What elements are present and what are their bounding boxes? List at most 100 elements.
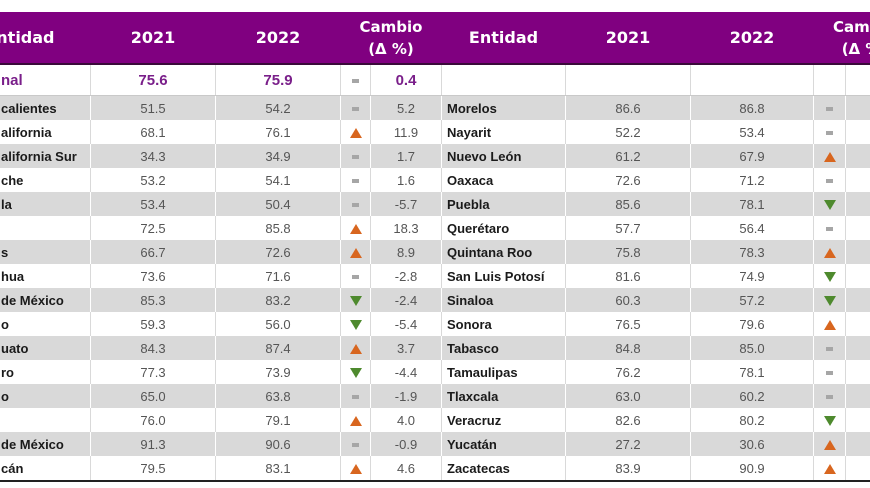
left-value-2022: 76.1: [215, 120, 341, 144]
left-value-2022: 34.9: [215, 144, 341, 168]
right-value-2021: 52.2: [565, 120, 691, 144]
right-entity-name: Yucatán: [441, 432, 566, 456]
right-value-2022: 86.8: [690, 95, 814, 120]
right-trend: [813, 144, 846, 168]
left-value-2021: 65.0: [90, 384, 216, 408]
right-value-2021: 86.6: [565, 95, 691, 120]
left-value-2022: 54.1: [215, 168, 341, 192]
triangle-down-icon: [349, 320, 362, 331]
right-entity-name: Tabasco: [441, 336, 566, 360]
left-value-2021: 76.0: [90, 408, 216, 432]
right-entity-name: Nayarit: [441, 120, 566, 144]
left-trend: [340, 456, 371, 482]
right-value-2022: 60.2: [690, 384, 814, 408]
table-row: 72.5 85.8 18.3 Querétaro 57.7 56.4: [0, 216, 870, 240]
left-trend: [340, 384, 371, 408]
right-entity-name: Puebla: [441, 192, 566, 216]
left-value-2021: 77.3: [90, 360, 216, 384]
right-value-2021: 57.7: [565, 216, 691, 240]
left-entity-name: alifornia Sur: [0, 144, 91, 168]
right-entity-name: Querétaro: [441, 216, 566, 240]
right-entity-name: Sonora: [441, 312, 566, 336]
triangle-up-icon: [349, 128, 362, 139]
right-value-2022: 74.9: [690, 264, 814, 288]
right-value-2021: 85.6: [565, 192, 691, 216]
left-entity-name: ro: [0, 360, 91, 384]
left-trend: [340, 240, 371, 264]
left-change: -4.4: [370, 360, 442, 384]
left-change: 5.2: [370, 95, 442, 120]
left-change: 8.9: [370, 240, 442, 264]
left-value-2021: 73.6: [90, 264, 216, 288]
left-value-2022: 83.1: [215, 456, 341, 482]
triangle-down-icon: [823, 416, 836, 427]
right-value-2021: 76.5: [565, 312, 691, 336]
right-change: [845, 168, 870, 192]
right-change: [845, 288, 870, 312]
left-change: 18.3: [370, 216, 442, 240]
left-trend: [340, 432, 371, 456]
national-2022: 75.9: [215, 64, 341, 96]
table-row: alifornia 68.1 76.1 11.9 Nayarit 52.2 53.4: [0, 120, 870, 144]
table-row: ro 77.3 73.9 -4.4 Tamaulipas 76.2 78.1: [0, 360, 870, 384]
right-value-2022: 56.4: [690, 216, 814, 240]
left-trend: [340, 144, 371, 168]
triangle-up-icon: [349, 224, 362, 235]
header-change-label-right: Cambio: [833, 17, 870, 36]
right-value-2021: 27.2: [565, 432, 691, 456]
table-row: o 59.3 56.0 -5.4 Sonora 76.5 79.6: [0, 312, 870, 336]
triangle-down-icon: [823, 272, 836, 283]
national-trend: [340, 64, 371, 96]
triangle-up-icon: [823, 248, 836, 259]
right-value-2022: 57.2: [690, 288, 814, 312]
table-row: s 66.7 72.6 8.9 Quintana Roo 75.8 78.3: [0, 240, 870, 264]
triangle-down-icon: [823, 200, 836, 211]
right-value-2021: 76.2: [565, 360, 691, 384]
right-trend: [813, 240, 846, 264]
left-entity-name: uato: [0, 336, 91, 360]
left-value-2021: 66.7: [90, 240, 216, 264]
header-entidad-left-label: Entidad: [0, 27, 55, 47]
right-entity-name: Oaxaca: [441, 168, 566, 192]
left-entity-name: de México: [0, 432, 91, 456]
equal-icon: [352, 395, 359, 400]
national-2021: 75.6: [90, 64, 216, 96]
right-entity-name: San Luis Potosí: [441, 264, 566, 288]
table-row: che 53.2 54.1 1.6 Oaxaca 72.6 71.2: [0, 168, 870, 192]
right-value-2022: 78.3: [690, 240, 814, 264]
right-trend: [813, 432, 846, 456]
header-change-unit-right: (Δ %): [841, 39, 870, 58]
left-value-2021: 68.1: [90, 120, 216, 144]
left-value-2021: 91.3: [90, 432, 216, 456]
right-value-2021: 84.8: [565, 336, 691, 360]
equal-icon: [826, 227, 833, 232]
left-trend: [340, 95, 371, 120]
right-trend: [813, 384, 846, 408]
right-entity-name: Veracruz: [441, 408, 566, 432]
equal-icon: [352, 275, 359, 280]
right-change: [845, 384, 870, 408]
table-row: alifornia Sur 34.3 34.9 1.7 Nuevo León 61.2 67…: [0, 144, 870, 168]
left-value-2022: 87.4: [215, 336, 341, 360]
right-change: [845, 144, 870, 168]
triangle-up-icon: [823, 320, 836, 331]
right-change: [845, 456, 870, 482]
table-row: o 65.0 63.8 -1.9 Tlaxcala 63.0 60.2: [0, 384, 870, 408]
left-entity-name: [0, 408, 91, 432]
left-entity-name: o: [0, 312, 91, 336]
left-change: -1.9: [370, 384, 442, 408]
right-trend: [813, 336, 846, 360]
table-row: de México 85.3 83.2 -2.4 Sinaloa 60.3 57.2: [0, 288, 870, 312]
right-change: [845, 432, 870, 456]
left-value-2022: 79.1: [215, 408, 341, 432]
triangle-up-icon: [823, 464, 836, 475]
left-value-2022: 71.6: [215, 264, 341, 288]
table-row: uato 84.3 87.4 3.7 Tabasco 84.8 85.0: [0, 336, 870, 360]
right-value-2022: 80.2: [690, 408, 814, 432]
right-change: [845, 120, 870, 144]
right-entity-name: Morelos: [441, 95, 566, 120]
right-trend: [813, 456, 846, 482]
right-change: [845, 192, 870, 216]
right-value-2022: 67.9: [690, 144, 814, 168]
right-trend: [813, 95, 846, 120]
